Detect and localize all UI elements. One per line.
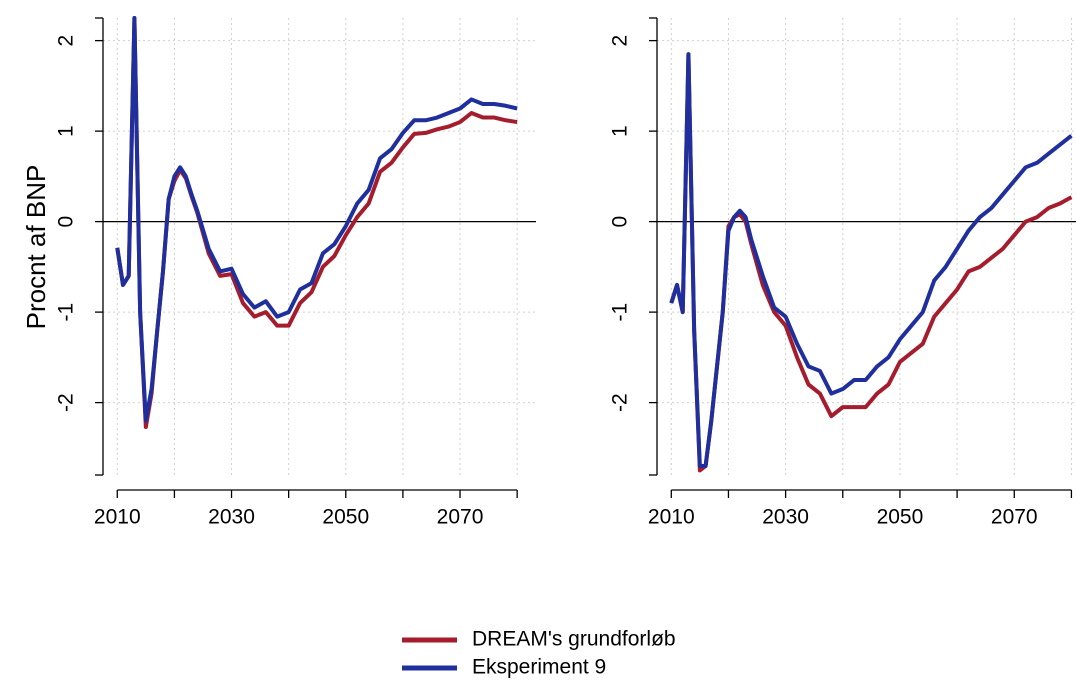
x-tick-label: 2070 — [991, 506, 1038, 529]
y-tick-label: -2 — [609, 393, 632, 412]
y-tick-label: 2 — [609, 35, 632, 47]
x-tick-label: 2070 — [437, 506, 484, 529]
y-tick-label: -2 — [55, 393, 78, 412]
x-tick-label: 2050 — [877, 506, 924, 529]
x-tick-label: 2010 — [94, 506, 141, 529]
series-line — [115, 16, 518, 430]
panel: -2 -1 0 1 2 2010 2030 2050 2070 — [55, 16, 536, 529]
x-tick-label: 2030 — [762, 506, 809, 529]
y-tick-label: 0 — [55, 216, 78, 228]
series-line — [115, 16, 518, 423]
x-tick-label: 2050 — [322, 506, 369, 529]
legend-label: DREAM's grundforløb — [472, 628, 676, 651]
y-tick-label: 1 — [55, 125, 78, 137]
y-axis-label: Procnt af BNP — [21, 165, 51, 330]
x-tick-label: 2030 — [208, 506, 255, 529]
legend-label: Eksperiment 9 — [472, 656, 606, 679]
panel: -2 -1 0 1 2 2010 2030 2050 2070 — [609, 17, 1076, 529]
y-tick-label: 1 — [609, 125, 632, 137]
y-tick-label: 0 — [609, 216, 632, 228]
x-tick-label: 2010 — [648, 506, 695, 529]
y-tick-label: -1 — [55, 303, 78, 322]
y-tick-label: 2 — [55, 35, 78, 47]
series-line — [669, 52, 1073, 468]
series-line — [669, 52, 1073, 473]
y-tick-label: -1 — [609, 303, 632, 322]
